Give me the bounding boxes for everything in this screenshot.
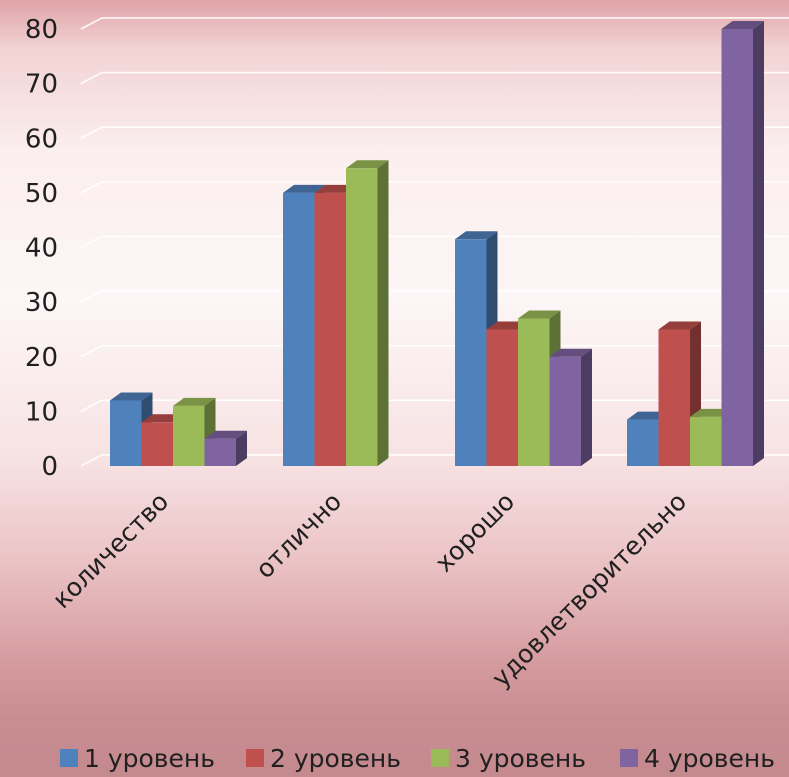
y-tick-label: 30 bbox=[25, 288, 58, 318]
x-category-label: отлично bbox=[250, 487, 347, 584]
y-tick-label: 20 bbox=[25, 343, 58, 373]
legend-swatch bbox=[431, 749, 449, 767]
y-tick-label: 60 bbox=[25, 124, 58, 154]
gridline bbox=[80, 180, 789, 194]
x-category-label: количество bbox=[47, 487, 174, 614]
y-tick-label: 70 bbox=[25, 70, 58, 100]
bar bbox=[549, 348, 592, 466]
y-tick-label: 10 bbox=[25, 397, 58, 427]
legend-item: 1 уровень bbox=[60, 744, 215, 773]
y-axis-ticks: 0 10 20 30 40 50 60 70 80 bbox=[25, 15, 58, 482]
gridline bbox=[80, 290, 789, 303]
legend: 1 уровень 2 уровень 3 уровень 4 уровень bbox=[60, 744, 775, 773]
legend-item: 2 уровень bbox=[246, 744, 401, 773]
gridline bbox=[80, 71, 789, 85]
legend-label: 3 уровень bbox=[455, 744, 586, 773]
bar bbox=[346, 160, 389, 466]
legend-swatch bbox=[246, 749, 264, 767]
legend-label: 2 уровень bbox=[270, 744, 401, 773]
x-category-label: хорошо bbox=[429, 487, 520, 578]
bar bbox=[204, 430, 247, 466]
y-tick-label: 50 bbox=[25, 179, 58, 209]
legend-swatch bbox=[60, 749, 78, 767]
gridline bbox=[80, 17, 789, 30]
legend-swatch bbox=[620, 749, 638, 767]
gridline bbox=[80, 126, 789, 139]
x-category-label: удовлетворительно bbox=[486, 487, 692, 693]
gridline bbox=[80, 235, 789, 249]
legend-label: 1 уровень bbox=[84, 744, 215, 773]
bars bbox=[110, 21, 764, 466]
bar bbox=[658, 321, 701, 466]
y-tick-label: 80 bbox=[25, 15, 58, 45]
legend-label: 4 уровень bbox=[644, 744, 775, 773]
y-tick-label: 0 bbox=[41, 452, 58, 482]
legend-item: 3 уровень bbox=[431, 744, 586, 773]
bar bbox=[721, 21, 764, 466]
y-tick-label: 40 bbox=[25, 234, 58, 264]
gridlines bbox=[80, 17, 789, 467]
legend-item: 4 уровень bbox=[620, 744, 775, 773]
bar bbox=[518, 310, 561, 466]
